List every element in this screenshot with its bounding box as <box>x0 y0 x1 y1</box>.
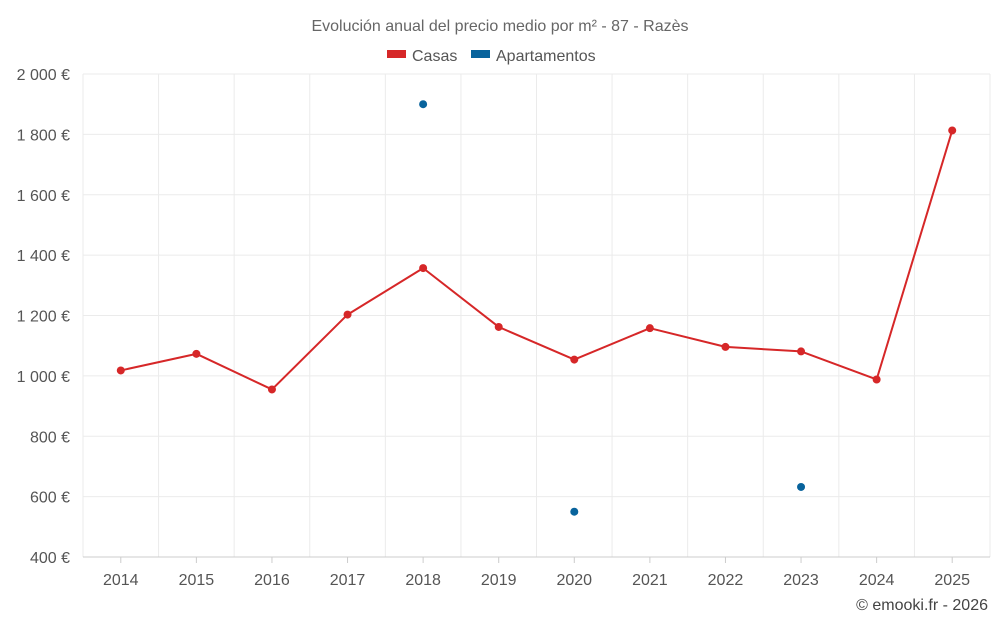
x-tick-label: 2015 <box>179 572 215 589</box>
x-tick-label: 2019 <box>481 572 517 589</box>
data-point-casas[interactable] <box>116 366 125 375</box>
y-axis: 400 € 600 € 800 € 1 000 € 1 200 € 1 400 € 1 60… <box>17 67 70 567</box>
y-tick-label: 400 € <box>30 550 70 567</box>
x-tick-label: 2016 <box>254 572 290 589</box>
legend-swatch-casas <box>387 50 406 58</box>
x-axis: 2014 2015 2016 2017 2018 2019 2020 2021 2022 2023… <box>83 556 990 589</box>
y-tick-label: 1 400 € <box>17 248 70 265</box>
credit: © emooki.fr - 2026 <box>856 597 988 614</box>
data-point-casas[interactable] <box>948 126 957 135</box>
data-point-casas[interactable] <box>721 342 730 351</box>
x-tick-label: 2021 <box>632 572 668 589</box>
y-tick-label: 1 800 € <box>17 127 70 144</box>
y-tick-label: 800 € <box>30 429 70 446</box>
legend-label-casas[interactable]: Casas <box>412 48 457 65</box>
plot-area <box>116 100 957 516</box>
data-point-apartamentos[interactable] <box>797 482 806 491</box>
chart-title: Evolución anual del precio medio por m² … <box>311 18 688 35</box>
data-point-casas[interactable] <box>494 322 503 331</box>
x-tick-label: 2024 <box>859 572 895 589</box>
data-point-apartamentos[interactable] <box>419 100 428 109</box>
y-tick-label: 1 000 € <box>17 369 70 386</box>
data-point-casas[interactable] <box>570 355 579 364</box>
series-line-casas <box>120 130 954 391</box>
data-point-casas[interactable] <box>797 347 806 356</box>
legend: Casas Apartamentos <box>387 48 596 65</box>
grid <box>82 73 991 557</box>
y-tick-label: 600 € <box>30 490 70 507</box>
legend-swatch-apartamentos <box>471 50 490 58</box>
x-tick-label: 2018 <box>405 572 441 589</box>
data-point-casas[interactable] <box>192 349 201 358</box>
x-tick-label: 2022 <box>708 572 744 589</box>
data-point-apartamentos[interactable] <box>570 507 579 516</box>
y-tick-label: 2 000 € <box>17 67 70 84</box>
y-tick-label: 1 600 € <box>17 188 70 205</box>
x-tick-label: 2023 <box>783 572 819 589</box>
data-point-casas[interactable] <box>267 385 276 394</box>
x-tick-label: 2014 <box>103 572 139 589</box>
x-tick-label: 2020 <box>556 572 592 589</box>
data-point-casas[interactable] <box>343 310 352 319</box>
data-point-casas[interactable] <box>419 264 428 273</box>
data-point-casas[interactable] <box>872 375 881 384</box>
x-tick-label: 2017 <box>330 572 366 589</box>
x-tick-label: 2025 <box>934 572 970 589</box>
legend-label-apartamentos[interactable]: Apartamentos <box>496 48 596 65</box>
y-tick-label: 1 200 € <box>17 309 70 326</box>
data-point-casas[interactable] <box>645 324 654 333</box>
